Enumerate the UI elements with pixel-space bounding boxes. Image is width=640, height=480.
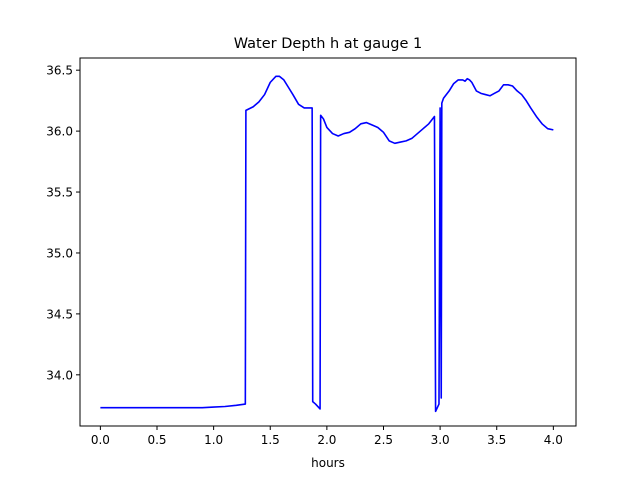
chart-title: Water Depth h at gauge 1 — [234, 36, 422, 52]
x-tick-label: 0.5 — [147, 433, 166, 447]
series-line-0 — [100, 75, 554, 413]
y-tick-label: 36.5 — [46, 64, 73, 78]
x-tick-label: 3.0 — [431, 433, 450, 447]
x-axis-ticks: 0.0 0.5 1.0 1.5 2.0 2.5 3.0 3.5 4.0 — [91, 426, 563, 447]
series-layer — [100, 75, 554, 413]
x-tick-label: 4.0 — [544, 433, 563, 447]
y-tick-label: 34.0 — [46, 368, 73, 382]
x-axis-label: hours — [311, 456, 345, 470]
plot-area: 0.0 0.5 1.0 1.5 2.0 2.5 3.0 3.5 4.0 34.0 34.5 35.0… — [46, 57, 577, 447]
x-tick-label: 2.0 — [317, 433, 336, 447]
axes-frame — [79, 57, 577, 427]
x-tick-label: 3.5 — [487, 433, 506, 447]
x-tick-label: 1.5 — [261, 433, 280, 447]
y-axis-ticks: 34.0 34.5 35.0 35.5 36.0 36.5 — [46, 64, 80, 382]
y-tick-label: 35.0 — [46, 246, 73, 260]
y-tick-label: 35.5 — [46, 186, 73, 200]
x-tick-label: 0.0 — [91, 433, 110, 447]
y-tick-label: 36.0 — [46, 125, 73, 139]
y-tick-label: 34.5 — [46, 307, 73, 321]
x-tick-label: 2.5 — [374, 433, 393, 447]
x-tick-label: 1.0 — [204, 433, 223, 447]
